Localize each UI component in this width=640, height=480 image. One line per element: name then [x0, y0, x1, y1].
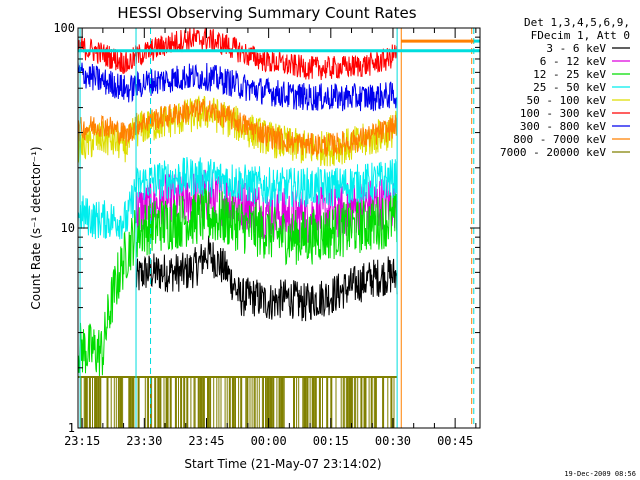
legend: Det 1,3,4,5,6,9,FDecim 1, Att 03 - 6 keV…	[500, 16, 630, 159]
x-tick-label: 00:30	[375, 434, 411, 448]
legend-entry-label: 12 - 25 keV	[533, 68, 606, 81]
footer-timestamp: 19-Dec-2009 08:56	[564, 470, 636, 478]
axes: 100 10 123:15 23:30 23:45 00:00 00:15 00:30 00:4…	[53, 21, 481, 448]
x-axis-label: Start Time (21-May-07 23:14:02)	[184, 457, 381, 471]
series-7000-20000-kev	[78, 375, 398, 428]
legend-entry-label: 6 - 12 keV	[540, 55, 607, 68]
y-axis-label: Count Rate (s⁻¹ detector⁻¹)	[29, 146, 43, 309]
series-12-25-kev	[77, 188, 398, 377]
x-tick-label: 23:45	[188, 434, 224, 448]
x-tick-label: 00:45	[437, 434, 473, 448]
y-tick-label: 1	[68, 421, 75, 435]
series-trace	[135, 235, 398, 322]
legend-entry-label: 300 - 800 keV	[520, 120, 606, 133]
y-tick-label: 100	[53, 21, 75, 35]
plot-area	[77, 27, 480, 428]
series-25-50-kev	[77, 157, 398, 240]
series-100-300-kev	[77, 27, 398, 81]
legend-entry-label: 800 - 7000 keV	[513, 133, 606, 146]
y-tick-label: 10	[61, 221, 75, 235]
x-tick-label: 23:30	[126, 434, 162, 448]
legend-header: Det 1,3,4,5,6,9,	[524, 16, 630, 29]
series-300-800-kev	[77, 61, 398, 112]
series-800-7000-kev	[77, 98, 398, 157]
legend-header: FDecim 1, Att 0	[531, 29, 630, 42]
series-trace	[77, 61, 398, 112]
x-tick-label: 00:15	[313, 434, 349, 448]
x-tick-label: 23:15	[64, 434, 100, 448]
legend-entry-label: 3 - 6 keV	[546, 42, 606, 55]
chart-title: HESSI Observing Summary Count Rates	[117, 4, 416, 22]
legend-entry-label: 100 - 300 keV	[520, 107, 606, 120]
series-trace	[80, 376, 395, 428]
series-trace	[77, 188, 398, 377]
legend-entry-label: 7000 - 20000 keV	[500, 146, 606, 159]
series-trace	[77, 98, 398, 157]
series-trace	[77, 157, 398, 240]
x-tick-label: 00:00	[251, 434, 287, 448]
series-trace	[77, 27, 398, 81]
legend-entry-label: 50 - 100 keV	[527, 94, 607, 107]
series-3-6-kev	[135, 235, 398, 322]
legend-entry-label: 25 - 50 keV	[533, 81, 606, 94]
